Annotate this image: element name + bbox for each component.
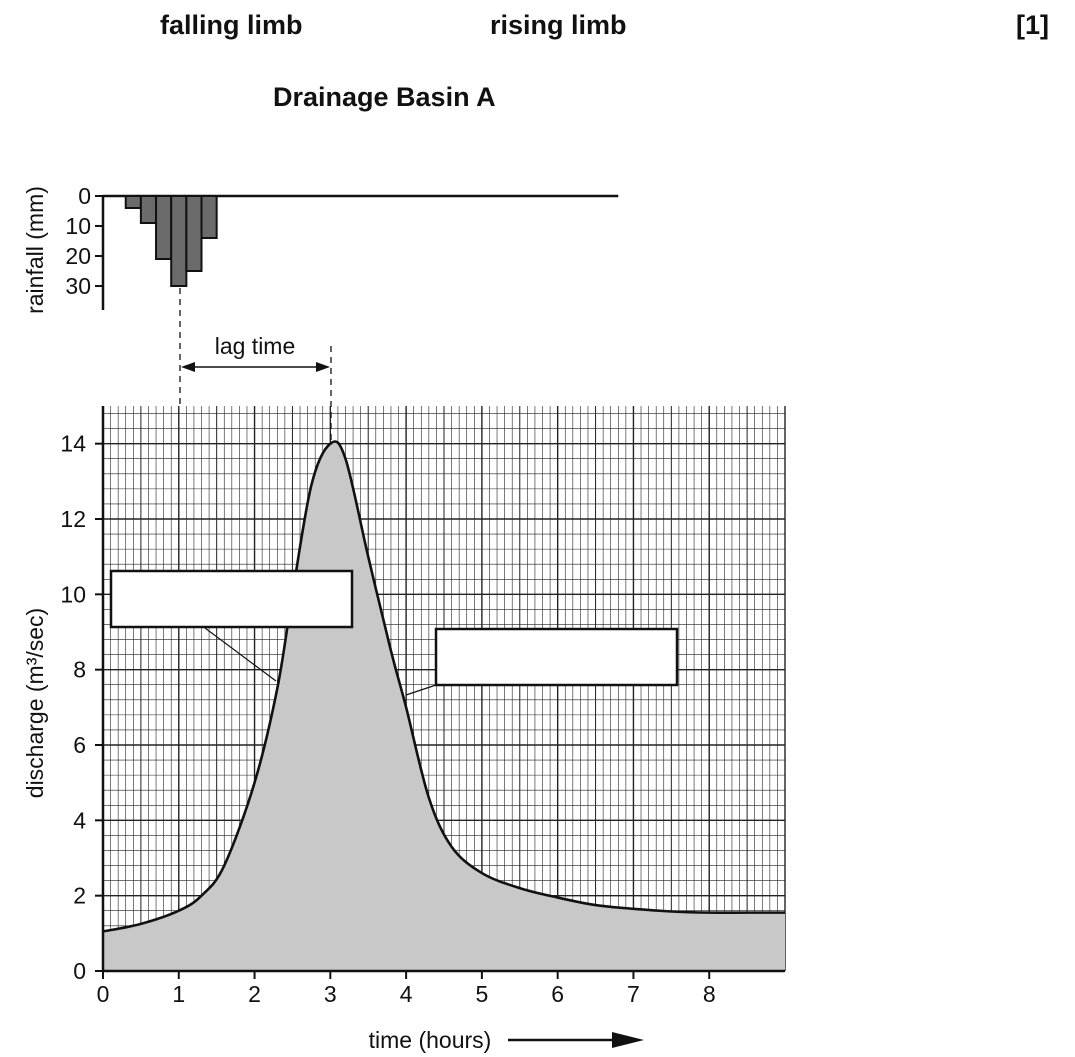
lag-time-marker: lag time (179, 288, 332, 440)
rainfall-bar (170, 195, 188, 287)
x-tick-label: 3 (324, 981, 337, 1007)
marks-label: [1] (1016, 10, 1049, 40)
rainfall-tick-label: 30 (65, 273, 91, 299)
leader-line-left (204, 627, 277, 682)
x-tick-label: 1 (172, 981, 185, 1007)
label-box-right-group (405, 627, 679, 696)
rainfall-chart: 0 10 20 30 (65, 183, 619, 310)
discharge-axis-label: discharge (m³/sec) (22, 608, 48, 798)
answer-box-left[interactable] (109, 569, 354, 629)
answer-box-right[interactable] (434, 627, 679, 687)
x-tick-label: 2 (248, 981, 261, 1007)
rainfall-axis-label: rainfall (mm) (22, 186, 48, 314)
rainfall-tick-label: 20 (65, 243, 91, 269)
leader-line-right (405, 684, 437, 696)
lag-arrow-right-head (316, 362, 330, 372)
x-tick-label: 5 (475, 981, 488, 1007)
rainfall-tick-label: 0 (78, 183, 91, 209)
rainfall-bar (200, 195, 218, 239)
figure-title: Drainage Basin A (273, 82, 496, 112)
y-tick-label: 8 (73, 657, 86, 683)
discharge-area-fill (103, 441, 785, 971)
y-tick-label: 10 (60, 581, 86, 607)
lag-arrow-left-head (181, 362, 195, 372)
y-tick-label: 12 (60, 506, 86, 532)
y-tick-label: 0 (73, 958, 86, 984)
rainfall-bar (124, 195, 142, 209)
x-axis-arrow (508, 1032, 644, 1048)
answer-option-rising-limb: rising limb (490, 10, 627, 40)
answer-option-falling-limb: falling limb (160, 10, 303, 40)
x-axis-label: time (hours) (369, 1027, 492, 1053)
y-tick-label: 2 (73, 883, 86, 909)
x-tick-label: 0 (97, 981, 110, 1007)
label-box-left-group (109, 569, 354, 682)
rainfall-bar (155, 195, 173, 260)
y-tick-label: 4 (73, 807, 86, 833)
lag-time-label: lag time (215, 333, 296, 359)
x-tick-label: 8 (703, 981, 716, 1007)
hydrograph-line (102, 440, 785, 933)
rainfall-bar (185, 195, 203, 272)
x-tick-label: 6 (551, 981, 564, 1007)
discharge-area-layer (102, 440, 785, 971)
y-tick-label: 6 (73, 732, 86, 758)
rainfall-bar (139, 195, 158, 224)
x-tick-label: 7 (627, 981, 640, 1007)
rainfall-tick-label: 10 (65, 213, 91, 239)
y-tick-label: 14 (60, 431, 86, 457)
x-tick-label: 4 (400, 981, 413, 1007)
